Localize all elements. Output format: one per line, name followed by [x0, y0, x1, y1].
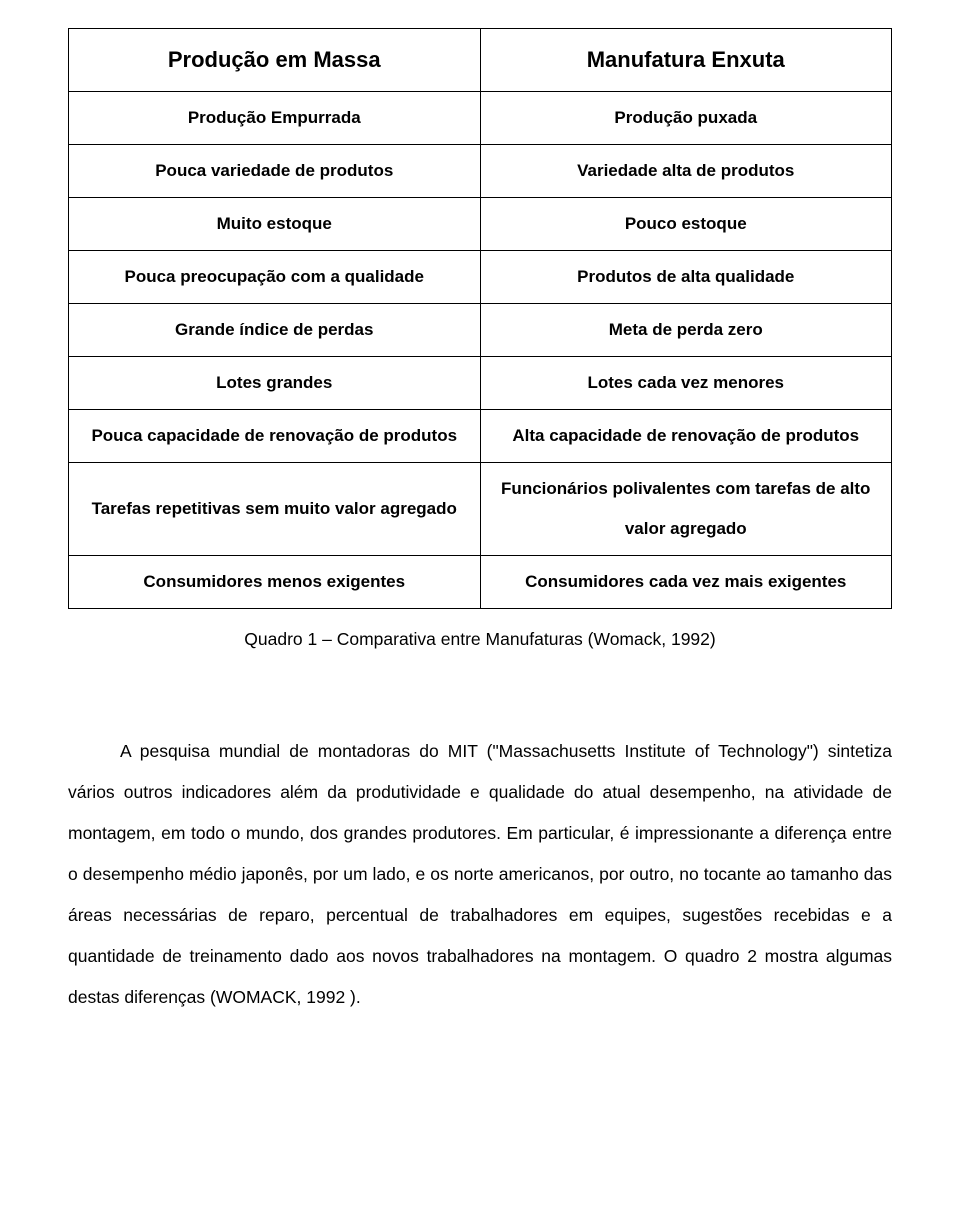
cell-right: Produção puxada: [480, 92, 892, 145]
cell-text: Lotes grandes: [69, 357, 480, 409]
table-row: Produção Empurrada Produção puxada: [69, 92, 892, 145]
cell-text: Pouca preocupação com a qualidade: [69, 251, 480, 303]
cell-text: Consumidores menos exigentes: [69, 556, 480, 608]
table-row: Grande índice de perdas Meta de perda ze…: [69, 303, 892, 356]
header-left-text: Produção em Massa: [69, 29, 480, 91]
table-row: Lotes grandes Lotes cada vez menores: [69, 356, 892, 409]
cell-text: Produção puxada: [481, 92, 892, 144]
cell-text: Pouca capacidade de renovação de produto…: [69, 410, 480, 462]
table-row: Pouca preocupação com a qualidade Produt…: [69, 251, 892, 304]
cell-text: Muito estoque: [69, 198, 480, 250]
cell-text: Pouco estoque: [481, 198, 892, 250]
table-row: Tarefas repetitivas sem muito valor agre…: [69, 462, 892, 555]
comparison-table: Produção em Massa Manufatura Enxuta Prod…: [68, 28, 892, 609]
cell-right: Alta capacidade de renovação de produtos: [480, 409, 892, 462]
cell-left: Produção Empurrada: [69, 92, 481, 145]
cell-left: Lotes grandes: [69, 356, 481, 409]
cell-text: Variedade alta de produtos: [481, 145, 892, 197]
header-right-text: Manufatura Enxuta: [481, 29, 892, 91]
cell-text: Consumidores cada vez mais exigentes: [481, 556, 892, 608]
cell-right: Funcionários polivalentes com tarefas de…: [480, 462, 892, 555]
table-row: Pouca variedade de produtos Variedade al…: [69, 145, 892, 198]
body-paragraph-block: A pesquisa mundial de montadoras do MIT …: [68, 731, 892, 1019]
header-cell-left: Produção em Massa: [69, 29, 481, 92]
cell-text: Alta capacidade de renovação de produtos: [481, 410, 892, 462]
table-caption: Quadro 1 – Comparativa entre Manufaturas…: [68, 625, 892, 653]
header-cell-right: Manufatura Enxuta: [480, 29, 892, 92]
cell-left: Muito estoque: [69, 198, 481, 251]
cell-right: Pouco estoque: [480, 198, 892, 251]
cell-text: Lotes cada vez menores: [481, 357, 892, 409]
cell-left: Grande índice de perdas: [69, 303, 481, 356]
cell-text: Grande índice de perdas: [69, 304, 480, 356]
cell-text: Funcionários polivalentes com tarefas de…: [481, 463, 892, 555]
cell-text: Produtos de alta qualidade: [481, 251, 892, 303]
cell-right: Lotes cada vez menores: [480, 356, 892, 409]
cell-text: Meta de perda zero: [481, 304, 892, 356]
body-paragraph: A pesquisa mundial de montadoras do MIT …: [68, 731, 892, 1019]
cell-right: Consumidores cada vez mais exigentes: [480, 555, 892, 608]
cell-left: Pouca capacidade de renovação de produto…: [69, 409, 481, 462]
cell-left: Consumidores menos exigentes: [69, 555, 481, 608]
cell-left: Pouca preocupação com a qualidade: [69, 251, 481, 304]
table-header-row: Produção em Massa Manufatura Enxuta: [69, 29, 892, 92]
cell-left: Tarefas repetitivas sem muito valor agre…: [69, 462, 481, 555]
cell-text: Tarefas repetitivas sem muito valor agre…: [69, 483, 480, 535]
cell-text: Produção Empurrada: [69, 92, 480, 144]
table-row: Consumidores menos exigentes Consumidore…: [69, 555, 892, 608]
table-row: Muito estoque Pouco estoque: [69, 198, 892, 251]
cell-right: Meta de perda zero: [480, 303, 892, 356]
table-row: Pouca capacidade de renovação de produto…: [69, 409, 892, 462]
cell-right: Produtos de alta qualidade: [480, 251, 892, 304]
cell-left: Pouca variedade de produtos: [69, 145, 481, 198]
cell-right: Variedade alta de produtos: [480, 145, 892, 198]
cell-text: Pouca variedade de produtos: [69, 145, 480, 197]
